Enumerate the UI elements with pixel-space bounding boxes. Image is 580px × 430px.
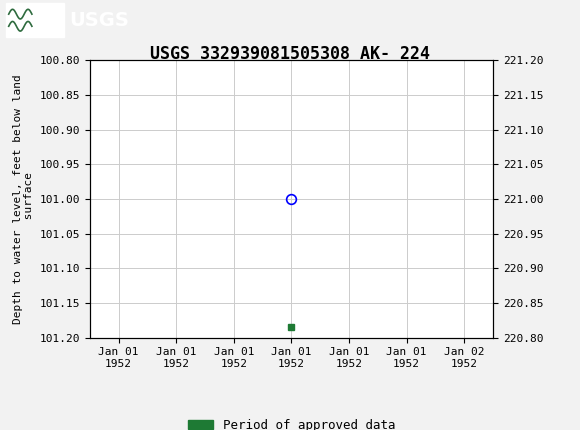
Text: USGS: USGS bbox=[70, 11, 129, 30]
Y-axis label: Depth to water level, feet below land
 surface: Depth to water level, feet below land su… bbox=[13, 74, 34, 324]
Legend: Period of approved data: Period of approved data bbox=[183, 414, 400, 430]
Text: USGS 332939081505308 AK- 224: USGS 332939081505308 AK- 224 bbox=[150, 45, 430, 63]
Bar bbox=[6, 3, 64, 37]
